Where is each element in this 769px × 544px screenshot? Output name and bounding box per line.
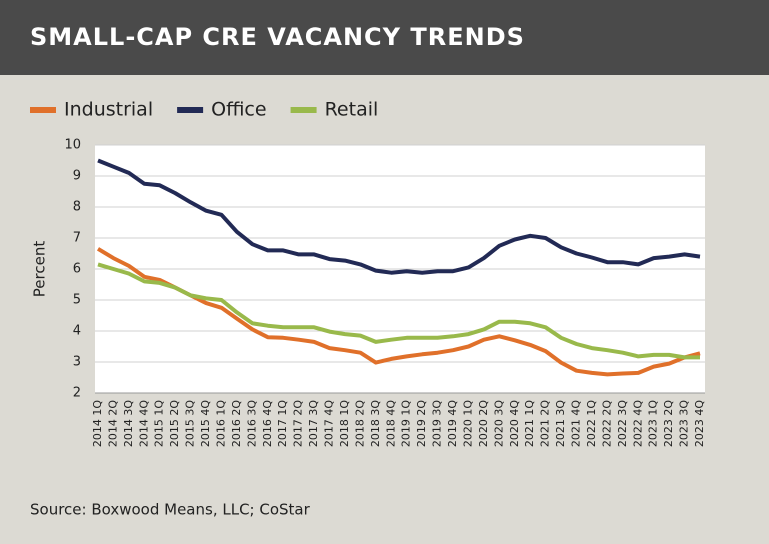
source-note: Source: Boxwood Means, LLC; CoStar (30, 501, 311, 519)
x-tick-label: 2023 2Q (662, 400, 675, 447)
x-tick-label: 2022 2Q (600, 400, 613, 447)
x-tick-label: 2023 1Q (647, 400, 660, 447)
series-line (97, 262, 700, 360)
series-line (97, 158, 701, 275)
x-tick-label: 2015 1Q (153, 400, 166, 447)
x-tick-label: 2014 3Q (122, 400, 135, 447)
x-tick-label: 2018 4Q (384, 400, 397, 447)
x-tick-label: 2019 1Q (400, 400, 413, 447)
x-tick-label: 2018 1Q (338, 400, 351, 447)
x-tick-label: 2020 3Q (492, 400, 505, 447)
x-tick-label: 2014 2Q (106, 400, 119, 447)
x-tick-label: 2017 4Q (323, 400, 336, 447)
x-tick-label: 2019 4Q (446, 400, 459, 447)
y-tick-label: 10 (64, 138, 81, 153)
x-tick-label: 2016 1Q (214, 400, 227, 447)
y-axis-label: Percent (31, 241, 49, 298)
x-tick-label: 2018 3Q (369, 400, 382, 447)
y-tick-label: 4 (73, 324, 81, 339)
y-tick-label: 9 (73, 169, 81, 184)
x-tick-label: 2023 3Q (678, 400, 691, 447)
x-tick-label: 2018 2Q (353, 400, 366, 447)
x-tick-label: 2015 4Q (199, 400, 212, 447)
y-tick-label: 7 (73, 231, 81, 246)
y-tick-label: 6 (73, 262, 81, 277)
legend-label: Retail (325, 99, 379, 121)
x-tick-label: 2021 4Q (570, 400, 583, 447)
x-tick-label: 2022 4Q (631, 400, 644, 447)
legend-label: Office (211, 99, 266, 121)
x-tick-label: 2019 3Q (431, 400, 444, 447)
y-tick-label: 3 (73, 355, 81, 370)
x-tick-label: 2017 1Q (276, 400, 289, 447)
x-tick-label: 2017 2Q (292, 400, 305, 447)
x-tick-label: 2020 1Q (461, 400, 474, 447)
y-tick-label: 5 (73, 293, 81, 308)
x-tick-label: 2015 2Q (168, 400, 181, 447)
x-tick-label: 2022 1Q (585, 400, 598, 447)
x-tick-label: 2021 1Q (523, 400, 536, 447)
x-tick-label: 2014 1Q (91, 400, 104, 447)
y-tick-label: 2 (73, 386, 81, 401)
x-tick-label: 2020 2Q (477, 400, 490, 447)
x-tick-label: 2021 2Q (539, 400, 552, 447)
x-tick-label: 2022 3Q (616, 400, 629, 447)
x-tick-label: 2016 2Q (230, 400, 243, 447)
x-tick-label: 2021 3Q (554, 400, 567, 447)
y-tick-label: 8 (73, 200, 81, 215)
x-tick-label: 2014 4Q (137, 400, 150, 447)
x-tick-label: 2019 2Q (415, 400, 428, 447)
x-tick-label: 2015 3Q (184, 400, 197, 447)
x-tick-label: 2017 3Q (307, 400, 320, 447)
chart-title: SMALL-CAP CRE VACANCY TRENDS (30, 23, 525, 51)
header-bar (0, 0, 769, 75)
legend-label: Industrial (64, 99, 153, 121)
x-tick-label: 2020 4Q (508, 400, 521, 447)
series-line (96, 247, 701, 377)
x-tick-label: 2023 4Q (693, 400, 706, 447)
x-tick-label: 2016 3Q (245, 400, 258, 447)
x-tick-label: 2016 4Q (261, 400, 274, 447)
